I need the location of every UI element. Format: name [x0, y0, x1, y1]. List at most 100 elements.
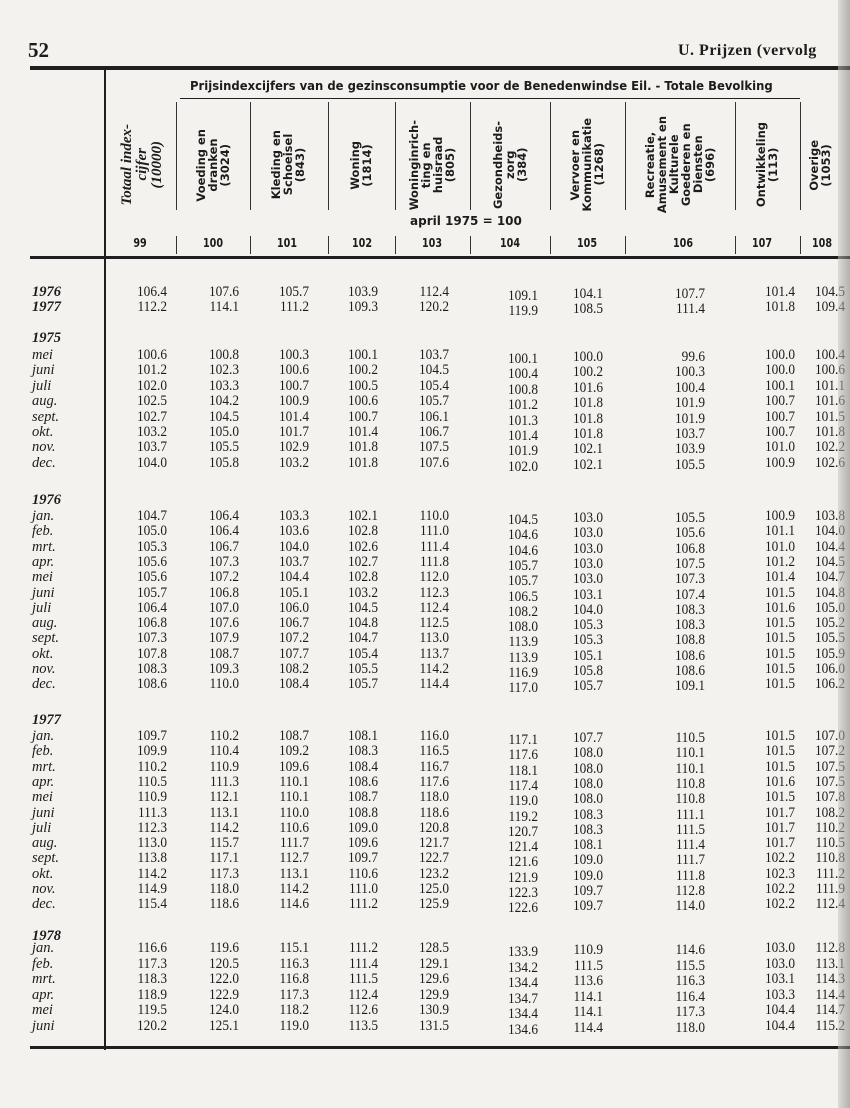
table-cell: 118.9 — [137, 986, 167, 1003]
table-cell: 107.2 — [208, 569, 239, 586]
table-cell: 101.5 — [764, 758, 795, 775]
table-cell: 100.6 — [278, 362, 309, 379]
table-cell: 107.3 — [674, 571, 705, 588]
table-cell: 103.7 — [418, 347, 449, 363]
table-cell: 103.0 — [572, 525, 603, 542]
table-cell: 114.2 — [279, 881, 309, 897]
table-cell: 104.5 — [208, 408, 239, 425]
table-cell: 103.0 — [764, 940, 795, 956]
table-title: Prijsindexcijfers van de gezinsconsumpti… — [190, 78, 773, 93]
table-cell: 106.2 — [814, 676, 845, 693]
table-cell: 102.2 — [764, 896, 795, 913]
table-cell: 110.9 — [573, 942, 603, 958]
table-cell: 101.4 — [278, 408, 309, 425]
table-cell: 109.7 — [572, 898, 603, 915]
column-number: 106 — [672, 236, 694, 250]
table-cell: 104.5 — [814, 284, 845, 300]
table-cell: 111.3 — [137, 804, 167, 821]
table-cell: 108.2 — [507, 603, 538, 620]
table-cell: 114.6 — [675, 942, 705, 958]
table-cell: 103.1 — [572, 586, 603, 603]
table-cell: 104.4 — [764, 1018, 795, 1034]
row-month-label: dec. — [32, 896, 56, 913]
table-cell: 111.3 — [209, 773, 239, 790]
table-cell: 106.1 — [418, 408, 449, 425]
table-cell: 102.5 — [136, 393, 167, 410]
table-cell: 100.4 — [814, 347, 845, 363]
table-cell: 116.4 — [675, 988, 705, 1005]
table-cell: 119.2 — [508, 808, 538, 825]
table-cell: 121.4 — [507, 839, 538, 856]
table-cell: 128.5 — [418, 940, 449, 956]
bottom-rule — [30, 1046, 850, 1049]
title-underline — [180, 98, 800, 99]
table-cell: 105.3 — [572, 632, 603, 649]
table-cell: 105.4 — [418, 377, 449, 394]
column-header: Kleding en Schoeisel (843) — [250, 100, 326, 230]
table-cell: 103.0 — [764, 955, 795, 972]
table-cell: 117.3 — [279, 986, 309, 1003]
table-cell: 112.3 — [419, 584, 449, 601]
table-cell: 115.1 — [279, 940, 309, 956]
table-cell: 107.8 — [136, 645, 167, 662]
table-cell: 113.0 — [419, 630, 449, 647]
column-number: 100 — [202, 236, 224, 250]
table-cell: 101.2 — [507, 397, 538, 414]
table-cell: 117.3 — [137, 955, 167, 972]
table-cell: 105.7 — [572, 678, 603, 695]
table-cell: 100.7 — [347, 408, 378, 425]
row-month-label: juni — [32, 1018, 55, 1034]
table-cell: 105.1 — [278, 584, 309, 601]
table-cell: 108.6 — [347, 773, 378, 790]
table-cell: 110.0 — [419, 508, 449, 524]
table-cell: 103.7 — [136, 439, 167, 456]
table-cell: 111.2 — [348, 896, 378, 913]
table-cell: 114.9 — [137, 881, 167, 897]
row-month-label: juli — [32, 377, 52, 394]
table-cell: 110.6 — [279, 819, 309, 836]
table-cell: 104.6 — [507, 542, 538, 559]
table-cell: 120.2 — [418, 298, 449, 315]
table-cell: 101.5 — [764, 630, 795, 647]
column-header-label: Woninginrich- ting en huisraad (805) — [407, 119, 457, 211]
table-cell: 134.7 — [507, 990, 538, 1007]
table-cell: 101.8 — [814, 424, 845, 440]
table-cell: 101.6 — [764, 773, 795, 790]
row-month-label: sept. — [32, 408, 59, 425]
column-header-label: Vervoer en Kommunikatie (1268) — [568, 118, 606, 212]
table-cell: 116.0 — [419, 728, 449, 744]
table-cell: 105.9 — [814, 645, 845, 662]
column-number: 108 — [811, 236, 833, 250]
table-cell: 101.4 — [764, 569, 795, 586]
table-cell: 108.4 — [278, 676, 309, 693]
column-header-label: Recreatie, Amusement en Kulturele Goeder… — [643, 116, 717, 214]
table-cell: 108.3 — [572, 806, 603, 823]
table-cell: 100.6 — [814, 362, 845, 379]
table-cell: 106.8 — [674, 540, 705, 557]
table-cell: 110.1 — [675, 745, 705, 762]
table-cell: 104.4 — [278, 569, 309, 586]
table-cell: 109.3 — [347, 298, 378, 315]
table-cell: 115.2 — [815, 1018, 845, 1034]
header-column-separator — [176, 102, 177, 210]
table-cell: 104.5 — [418, 362, 449, 379]
table-cell: 111.4 — [675, 837, 705, 854]
table-cell: 104.7 — [347, 630, 378, 647]
table-cell: 134.4 — [507, 1006, 538, 1023]
header-bottom-rule — [30, 256, 850, 259]
table-cell: 100.7 — [764, 393, 795, 410]
table-cell: 101.6 — [814, 393, 845, 410]
table-cell: 117.3 — [675, 1004, 705, 1021]
table-cell: 103.0 — [572, 540, 603, 557]
table-cell: 101.6 — [764, 599, 795, 616]
table-cell: 101.5 — [764, 615, 795, 632]
table-cell: 100.6 — [136, 347, 167, 363]
column-header-label: Totaal index- cijfer (10000) — [118, 124, 165, 206]
section-year-label: 1977 — [32, 712, 61, 728]
table-cell: 106.5 — [507, 588, 538, 605]
row-month-label: feb. — [32, 743, 54, 760]
table-cell: 105.3 — [572, 617, 603, 634]
header-column-separator — [625, 102, 626, 210]
table-cell: 110.0 — [209, 676, 239, 693]
table-cell: 114.2 — [137, 865, 167, 882]
